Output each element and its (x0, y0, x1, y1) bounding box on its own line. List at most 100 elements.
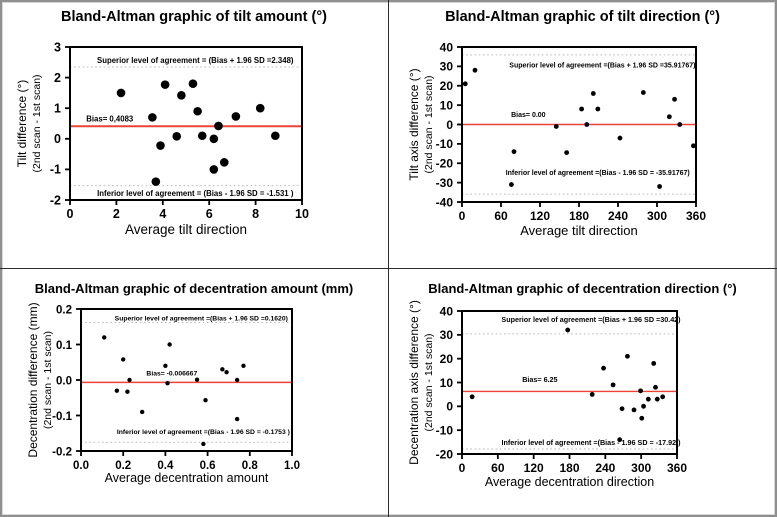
data-point (231, 112, 241, 121)
data-point (172, 132, 182, 141)
bias-label: Bias= 6.25 (522, 375, 557, 384)
data-point (125, 389, 130, 394)
data-point (631, 407, 637, 413)
y-axis-label-line1: Decentration axis difference (°) (407, 300, 421, 465)
panel-tilt-direction: Bland-Altman graphic of tilt direction (… (388, 0, 777, 268)
x-tick-label: 0 (459, 209, 466, 223)
data-point (666, 114, 672, 120)
data-point (127, 377, 132, 383)
data-point (625, 353, 630, 359)
panel-divider-horizontal (0, 268, 777, 270)
x-tick-label: 180 (569, 209, 589, 223)
x-tick-label: 0 (459, 461, 466, 475)
data-point (640, 90, 646, 95)
x-tick-label: 0.8 (242, 460, 259, 472)
y-tick-label: -10 (436, 423, 454, 437)
data-point (167, 342, 172, 347)
y-tick-label: -2 (50, 193, 61, 207)
x-tick-label: 0.4 (157, 460, 174, 472)
data-point (660, 394, 666, 400)
y-tick-label: 10 (440, 98, 454, 112)
data-point (163, 363, 168, 368)
data-point (672, 96, 677, 102)
data-point (203, 398, 208, 403)
data-point (584, 122, 590, 127)
y-tick-label: -0.2 (52, 446, 72, 458)
x-tick-label: 300 (647, 209, 667, 223)
data-point (601, 365, 606, 371)
data-point (193, 106, 202, 116)
data-point (639, 415, 645, 421)
bias-label: Bias= 0.00 (511, 112, 546, 119)
x-tick-label: 6 (206, 207, 213, 221)
data-point (114, 388, 120, 393)
data-point (241, 363, 246, 368)
x-tick-label: 60 (491, 461, 505, 475)
y-tick-label: 20 (440, 352, 454, 366)
data-point (121, 357, 126, 362)
decentration-amount-chart: 0.20.10.0-0.1-0.20.0 0.2 0.4 0.6 0.8 1.0Avera… (26, 302, 300, 485)
decentration-direction-chart: 40 30 20 10 0 -10 -20 0 60 120 180 240 300 360 Average… (407, 300, 687, 489)
y-tick-label: 20 (440, 79, 454, 93)
x-tick-label: 240 (595, 461, 615, 475)
x-tick-label: 180 (559, 461, 579, 475)
y-tick-label: 2 (54, 71, 61, 85)
data-point (151, 177, 161, 186)
data-point (645, 396, 651, 402)
data-point (641, 403, 646, 409)
inferior-agreement-label: Inferior level of agreement =(Bias - 1.9… (117, 429, 290, 436)
data-point (617, 135, 623, 141)
data-point (657, 184, 662, 189)
plot-frame (461, 310, 678, 455)
y-axis-label-line2: (2nd scan - 1st scan) (423, 333, 435, 431)
y-tick-label: -20 (436, 447, 454, 461)
superior-agreement-label: Superior level of agreement =(Bias + 1.9… (115, 316, 288, 323)
data-point (255, 103, 265, 113)
x-tick-label: 0 (67, 207, 74, 221)
data-point (564, 150, 570, 155)
superior-agreement-label: Superior level of agreement =(Bias + 1.9… (501, 315, 681, 324)
data-point (579, 106, 584, 112)
data-point (654, 396, 660, 402)
panel-decentration-amount: Bland-Altman graphic of decentration amo… (0, 268, 388, 517)
y-tick-label: 30 (440, 60, 454, 74)
y-tick-label: 0.1 (56, 340, 73, 352)
data-point (209, 165, 219, 174)
panel-decentration-direction: Bland-Altman graphic of decentration dir… (388, 268, 777, 517)
superior-agreement-label: Superior level of agreement =(Bias + 1.9… (509, 62, 695, 69)
y-tick-label: -40 (436, 195, 454, 209)
data-point (156, 141, 165, 150)
y-tick-label: 40 (440, 304, 454, 318)
plot-frame (69, 46, 303, 201)
x-tick-label: 120 (530, 209, 550, 223)
x-axis-label: Average decentration amount (105, 471, 269, 485)
inferior-agreement-label: Inferior level of agreement = (Bias - 1.… (97, 189, 294, 198)
data-point (177, 91, 186, 100)
data-point (617, 437, 623, 443)
inferior-agreement-label: Inferior level of agreement =(Bias - 1.9… (506, 170, 690, 177)
x-axis-label: Average decentration direction (485, 475, 654, 489)
data-point (691, 143, 696, 149)
chart-title: Bland-Altman graphic of decentration amo… (34, 281, 354, 296)
x-tick-label: 10 (295, 207, 309, 221)
y-tick-label: 30 (440, 328, 454, 342)
x-tick-label: 0.6 (200, 460, 216, 472)
tilt-direction-chart: 40 30 20 10 0 -10 -20 -30 -40 0 60 120 180 240 300 360 A… (407, 40, 706, 238)
y-tick-label: -0.1 (52, 411, 72, 423)
bias-label: Bias= -0.006667 (146, 371, 197, 378)
y-axis-label-line1: Tilt difference (°) (15, 80, 29, 168)
data-point (610, 382, 616, 388)
y-axis-label-line2: (2nd scan - 1st scan) (31, 74, 43, 172)
data-point (511, 149, 517, 155)
data-point (214, 121, 223, 131)
chart-title: Bland-Altman graphic of tilt direction (… (445, 9, 720, 25)
x-tick-label: 2 (113, 207, 120, 221)
data-point (509, 182, 514, 187)
data-point (116, 88, 126, 98)
y-tick-label: 1 (54, 102, 61, 116)
y-tick-label: -30 (436, 176, 454, 190)
data-point (219, 158, 229, 167)
data-point (653, 384, 658, 390)
x-tick-label: 4 (159, 207, 166, 221)
